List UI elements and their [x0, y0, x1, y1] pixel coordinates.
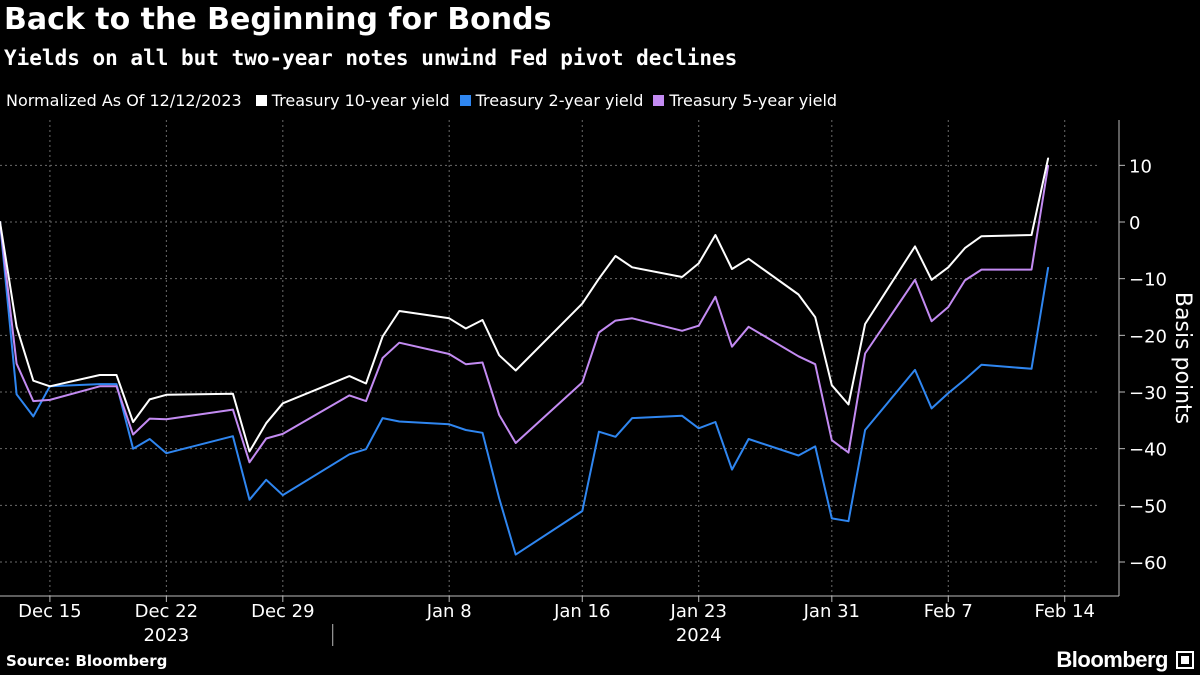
- y-tick-label: −30: [1129, 383, 1167, 404]
- chart-subtitle: Yields on all but two-year notes unwind …: [4, 46, 738, 70]
- bloomberg-logo: Bloomberg: [1056, 647, 1194, 673]
- series-line-ten-year: [0, 157, 1050, 453]
- series-line-five-year: [0, 164, 1050, 464]
- y-tick-label: −60: [1129, 553, 1167, 574]
- legend-swatch-two-year: [459, 95, 471, 106]
- series-line-two-year: [0, 221, 1050, 556]
- x-tick-label: Jan 23: [670, 601, 727, 622]
- bloomberg-mark-icon: [1176, 651, 1194, 669]
- legend-normalized-note: Normalized As Of 12/12/2023: [6, 91, 242, 110]
- legend-swatch-five-year: [653, 95, 665, 106]
- y-axis-title: Basis points: [1170, 292, 1195, 424]
- x-tick-label: Feb 7: [924, 601, 973, 622]
- y-tick-label: −40: [1129, 440, 1167, 461]
- x-tick-label: Jan 8: [426, 601, 472, 622]
- y-tick-label: 0: [1129, 213, 1140, 234]
- x-year-label: 2024: [676, 625, 722, 646]
- legend-label-ten-year: Treasury 10-year yield: [271, 91, 450, 110]
- x-tick-label: Dec 22: [135, 601, 198, 622]
- x-tick-label: Dec 15: [18, 601, 81, 622]
- x-year-label: 2023: [143, 625, 189, 646]
- legend-item-five-year: Treasury 5-year yield: [653, 91, 837, 110]
- legend-label-five-year: Treasury 5-year yield: [669, 91, 838, 110]
- x-tick-label: Feb 14: [1034, 601, 1095, 622]
- y-tick-label: −10: [1129, 270, 1167, 291]
- x-tick-label: Jan 31: [803, 601, 860, 622]
- x-tick-label: Dec 29: [251, 601, 314, 622]
- y-tick-label: 10: [1129, 156, 1152, 177]
- brand-name: Bloomberg: [1056, 647, 1168, 672]
- legend-item-ten-year: Treasury 10-year yield: [255, 91, 450, 110]
- legend-swatch-ten-year: [255, 95, 267, 106]
- y-tick-label: −50: [1129, 496, 1167, 517]
- x-tick-label: Jan 16: [553, 601, 610, 622]
- legend-label-two-year: Treasury 2-year yield: [475, 91, 644, 110]
- legend: Normalized As Of 12/12/2023 Treasury 10-…: [6, 91, 847, 110]
- chart-title: Back to the Beginning for Bonds: [4, 2, 552, 37]
- legend-item-two-year: Treasury 2-year yield: [459, 91, 644, 110]
- source-note: Source: Bloomberg: [6, 652, 168, 670]
- y-tick-label: −20: [1129, 326, 1167, 347]
